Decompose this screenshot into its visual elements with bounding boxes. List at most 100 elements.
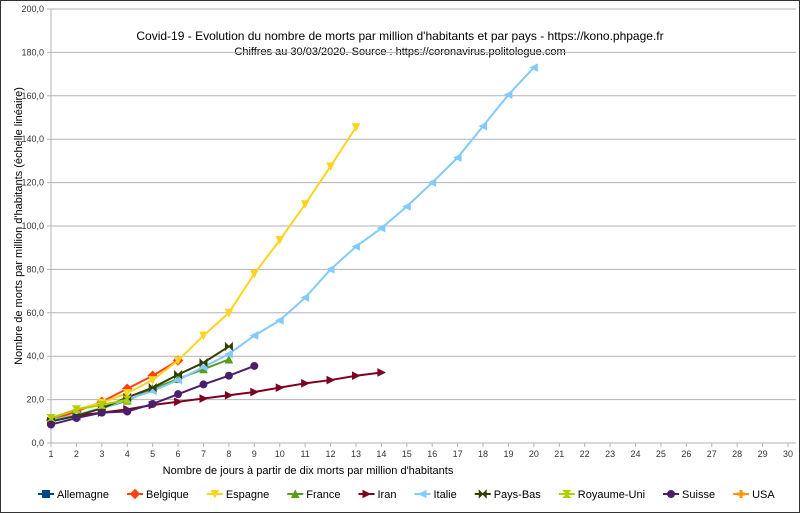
triangle-down-marker-icon bbox=[148, 376, 157, 385]
x-tick-label: 1 bbox=[48, 449, 53, 459]
bowtie-marker-icon bbox=[478, 489, 484, 499]
legend-label: Royaume-Uni bbox=[578, 489, 645, 501]
hourglass-marker-icon bbox=[97, 401, 107, 406]
x-tick-label: 14 bbox=[376, 449, 386, 459]
y-tick-label: 120,0 bbox=[21, 178, 44, 188]
legend-item-iran[interactable]: Iran bbox=[358, 489, 397, 501]
x-tick-label: 30 bbox=[783, 449, 793, 459]
bowtie-marker-icon bbox=[202, 358, 208, 368]
triangle-right-marker-icon bbox=[377, 368, 386, 377]
x-tick-label: 20 bbox=[529, 449, 539, 459]
triangle-right-marker-icon bbox=[362, 489, 372, 499]
legend-item-belgique[interactable]: Belgique bbox=[126, 488, 189, 501]
legend-item-italie[interactable]: Italie bbox=[414, 489, 457, 501]
chart-title: Covid-19 - Evolution du nombre de morts … bbox=[136, 29, 663, 43]
x-tick-label: 9 bbox=[252, 449, 257, 459]
triangle-left-marker-icon bbox=[275, 316, 284, 325]
triangle-down-marker-icon bbox=[199, 331, 208, 341]
x-axis-ticks: 1 2 3 4 5 6 7 8 9 10 11 12 13 14 15 16 17 18 19 20 21 22 23 24 2… bbox=[48, 443, 793, 459]
triangle-down-marker-icon bbox=[122, 389, 132, 398]
triangle-left-marker-icon bbox=[503, 90, 513, 100]
x-tick-label: 4 bbox=[125, 449, 130, 459]
plus-marker-icon bbox=[739, 490, 743, 498]
triangle-left-marker-icon bbox=[351, 242, 360, 251]
y-tick-label: 20,0 bbox=[26, 395, 44, 405]
circle-marker-icon bbox=[224, 371, 233, 380]
series-espagne bbox=[46, 123, 361, 423]
triangle-left-marker-icon bbox=[198, 362, 208, 372]
triangle-down-marker-icon bbox=[250, 269, 259, 279]
triangle-down-marker-icon bbox=[173, 356, 183, 366]
legend-item-espagne[interactable]: Espagne bbox=[206, 489, 269, 501]
series-suisse bbox=[47, 361, 259, 429]
y-tick-label: 60,0 bbox=[26, 308, 44, 318]
triangle-left-marker-icon bbox=[376, 223, 386, 233]
x-tick-label: 28 bbox=[732, 449, 742, 459]
legend-label: Iran bbox=[378, 489, 397, 501]
circle-marker-icon bbox=[199, 380, 208, 389]
legend: Allemagne Belgique Espagne France Iran Italie… bbox=[38, 488, 775, 501]
y-tick-label: 180,0 bbox=[21, 47, 44, 57]
x-tick-label: 17 bbox=[453, 449, 463, 459]
legend-label: France bbox=[306, 489, 340, 501]
legend-label: Espagne bbox=[226, 489, 269, 501]
series-line bbox=[50, 126, 357, 419]
triangle-right-marker-icon bbox=[250, 387, 259, 397]
y-tick-label: 40,0 bbox=[26, 351, 44, 361]
triangle-right-marker-icon bbox=[351, 371, 361, 381]
x-tick-label: 22 bbox=[580, 449, 590, 459]
hourglass-marker-icon bbox=[71, 408, 82, 414]
circle-marker-icon bbox=[47, 420, 55, 429]
triangle-right-marker-icon bbox=[326, 375, 336, 385]
triangle-left-marker-icon bbox=[325, 265, 335, 274]
bowtie-marker-icon bbox=[174, 369, 179, 380]
x-tick-label: 3 bbox=[99, 449, 104, 459]
diamond-marker-icon bbox=[129, 488, 141, 500]
square-marker-icon bbox=[42, 490, 50, 498]
triangle-left-marker-icon bbox=[300, 293, 310, 302]
legend-item-usa[interactable]: USA bbox=[733, 489, 775, 501]
hourglass-marker-icon bbox=[97, 404, 107, 410]
bowtie-marker-icon bbox=[224, 341, 230, 352]
x-tick-label: 16 bbox=[427, 449, 437, 459]
bowtie-marker-icon bbox=[148, 382, 154, 393]
triangle-left-marker-icon bbox=[224, 349, 233, 359]
legend-item-royaume-uni[interactable]: Royaume-Uni bbox=[558, 489, 645, 501]
bowtie-marker-icon bbox=[177, 369, 183, 380]
hourglass-marker-icon bbox=[46, 414, 56, 419]
x-tick-label: 6 bbox=[176, 449, 181, 459]
triangle-down-marker-icon bbox=[275, 236, 285, 245]
y-tick-label: 80,0 bbox=[26, 264, 44, 274]
series-belgique bbox=[45, 355, 184, 426]
x-tick-label: 7 bbox=[201, 449, 206, 459]
legend-item-suisse[interactable]: Suisse bbox=[663, 489, 715, 501]
triangle-left-marker-icon bbox=[453, 153, 462, 162]
triangle-right-marker-icon bbox=[224, 390, 234, 400]
triangle-down-marker-icon bbox=[351, 123, 361, 132]
triangle-left-marker-icon bbox=[529, 63, 538, 72]
x-tick-label: 13 bbox=[351, 449, 361, 459]
triangle-down-marker-icon bbox=[210, 490, 220, 499]
y-tick-label: 140,0 bbox=[21, 134, 44, 144]
triangle-left-marker-icon bbox=[427, 178, 437, 187]
x-tick-label: 23 bbox=[605, 449, 615, 459]
triangle-right-marker-icon bbox=[301, 379, 310, 388]
legend-item-france[interactable]: France bbox=[287, 489, 341, 501]
triangle-up-marker-icon bbox=[224, 354, 234, 364]
hourglass-marker-icon bbox=[562, 493, 572, 498]
series-line bbox=[50, 66, 535, 422]
x-tick-label: 19 bbox=[503, 449, 513, 459]
x-tick-label: 2 bbox=[74, 449, 79, 459]
x-tick-label: 29 bbox=[758, 449, 768, 459]
y-tick-label: 160,0 bbox=[21, 91, 44, 101]
x-tick-label: 24 bbox=[631, 449, 641, 459]
circle-marker-icon bbox=[174, 390, 183, 399]
y-tick-label: 100,0 bbox=[21, 221, 44, 231]
bowtie-marker-icon bbox=[151, 382, 157, 393]
legend-item-pays-bas[interactable]: Pays-Bas bbox=[474, 489, 542, 501]
triangle-down-marker-icon bbox=[300, 200, 310, 209]
legend-item-allemagne[interactable]: Allemagne bbox=[38, 489, 109, 501]
hourglass-marker-icon bbox=[122, 395, 132, 401]
